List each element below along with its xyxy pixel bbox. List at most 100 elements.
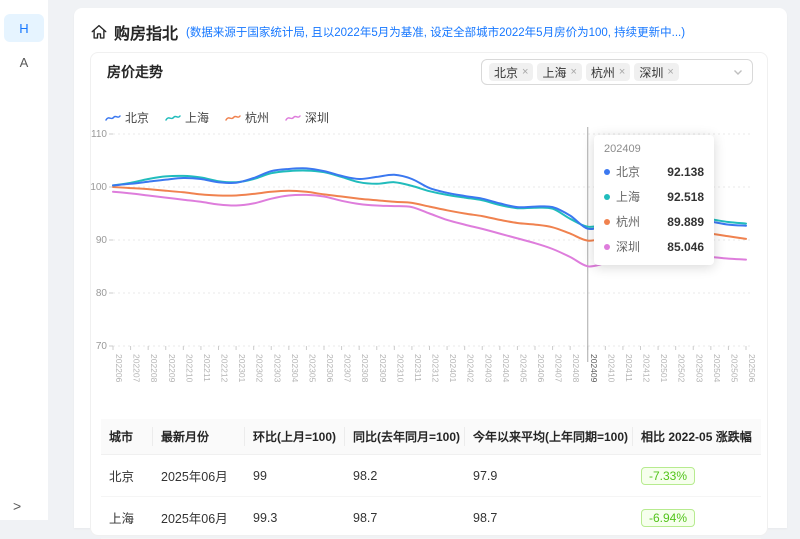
x-axis-label: 202208 — [149, 354, 159, 383]
tag-close-icon[interactable]: × — [522, 65, 529, 78]
x-axis-label: 202211 — [202, 354, 212, 382]
x-axis-label: 202305 — [307, 354, 317, 383]
legend-item-shanghai[interactable]: 上海 — [165, 109, 209, 126]
x-axis-label: 202402 — [466, 354, 476, 383]
x-axis-label: 202501 — [659, 354, 669, 383]
y-axis-label: 100 — [91, 182, 107, 193]
x-axis-label: 202403 — [483, 354, 493, 383]
main-content: 购房指北 (数据来源于国家统计局, 且以2022年5月为基准, 设定全部城市20… — [74, 8, 787, 539]
table-column-header: 今年以来平均(上年同期=100) — [465, 419, 633, 455]
panel-title: 房价走势 — [107, 64, 163, 80]
x-axis-label: 202306 — [325, 354, 335, 383]
legend-line-icon — [105, 114, 121, 121]
home-icon — [91, 24, 107, 39]
legend-label: 深圳 — [305, 111, 330, 125]
legend-label: 北京 — [125, 111, 150, 125]
table-column-header: 最新月份 — [153, 419, 245, 455]
change-cell: -7.33% — [633, 454, 761, 497]
x-axis-label: 202502 — [677, 354, 687, 383]
x-axis-label: 202309 — [378, 354, 388, 383]
line-chart[interactable]: 110 100 90 80 70 202206 202207 202208 202209 2022… — [91, 123, 771, 419]
x-axis-label: 202301 — [237, 354, 247, 383]
tooltip-month: 202409 — [604, 143, 641, 155]
chevron-down-icon — [732, 66, 744, 78]
select-tag-shanghai: 上海 × — [537, 63, 582, 81]
x-axis-label: 202409 — [589, 354, 599, 383]
month-cell: 2025年06月 — [153, 496, 245, 539]
tag-close-icon[interactable]: × — [618, 65, 626, 78]
tooltip-row-shanghai: 上海 92.518 — [604, 188, 704, 205]
sidebar-item-about[interactable]: A — [19, 54, 29, 70]
legend-line-icon — [285, 114, 301, 121]
x-axis-label: 202312 — [431, 354, 441, 383]
x-axis-label: 202307 — [343, 354, 353, 383]
chart-tooltip: 202409 北京 92.138 上海 92.518 杭州 89.889 深圳 85.046 — [594, 135, 714, 265]
x-axis-label: 202505 — [729, 354, 739, 383]
tooltip-row-hangzhou: 杭州 89.889 — [604, 213, 704, 230]
legend-item-hangzhou[interactable]: 杭州 — [225, 109, 269, 126]
city-stats-table: 城市 最新月份 环比(上月=100) 同比(去年同月=100) 今年以来平均(上年同期=… — [101, 419, 761, 539]
tooltip-city-name: 北京 — [616, 165, 641, 179]
x-axis-label: 202408 — [571, 354, 581, 383]
ytd-avg-cell: 98.7 — [465, 496, 633, 539]
mom-cell: 99.3 — [245, 496, 345, 539]
legend-label: 上海 — [185, 111, 210, 125]
legend-label: 杭州 — [245, 111, 270, 125]
city-multiselect[interactable]: 北京 × 上海 × 杭州 × 深圳 × — [481, 59, 753, 85]
change-badge: -7.33% — [641, 466, 696, 485]
chart-legend: 北京 上海 杭州 深圳 — [105, 109, 329, 126]
x-axis-label: 202412 — [642, 354, 652, 383]
tag-label: 北京 — [494, 65, 519, 80]
y-axis-label: 70 — [96, 341, 108, 352]
x-axis-label: 202209 — [167, 354, 177, 383]
table-row[interactable]: 北京 2025年06月 99 98.2 97.9 -7.33% — [101, 454, 761, 497]
table-header-row: 城市 最新月份 环比(上月=100) 同比(去年同月=100) 今年以来平均(上年同期=… — [101, 419, 761, 455]
page-title: 购房指北 — [114, 26, 179, 43]
x-axis-label: 202303 — [272, 354, 282, 383]
x-axis-label: 202401 — [448, 354, 458, 383]
tooltip-row-beijing: 北京 92.138 — [604, 163, 704, 180]
price-trend-panel: 房价走势 北京 × 上海 × 杭州 × 深圳 × 北京 上海 杭州 深圳 110 100 90 80 70 2… — [90, 52, 771, 539]
panel-header: 房价走势 北京 × 上海 × 杭州 × 深圳 × — [91, 53, 767, 85]
table-body: 北京 2025年06月 99 98.2 97.9 -7.33% 上海 2025年06月 99.3… — [101, 454, 761, 539]
x-axis-label: 202310 — [395, 354, 405, 383]
sidebar-item-home[interactable]: H — [4, 14, 44, 42]
legend-line-icon — [165, 114, 181, 121]
sidebar-collapse-button[interactable]: > — [13, 498, 22, 514]
x-axis-label: 202304 — [290, 354, 300, 383]
series-dot-icon — [604, 243, 610, 250]
x-axis-label: 202210 — [184, 354, 194, 383]
series-dot-icon — [604, 218, 610, 225]
yoy-cell: 98.2 — [345, 454, 465, 497]
legend-item-shenzhen[interactable]: 深圳 — [285, 109, 329, 126]
selected-tags: 北京 × 上海 × 杭州 × 深圳 × — [485, 63, 679, 81]
ytd-avg-cell: 97.9 — [465, 454, 633, 497]
tooltip-row-shenzhen: 深圳 85.046 — [604, 238, 704, 255]
tooltip-city-value: 92.518 — [667, 189, 704, 204]
tooltip-rows: 北京 92.138 上海 92.518 杭州 89.889 深圳 85.046 — [604, 163, 704, 255]
tag-close-icon[interactable]: × — [667, 65, 674, 78]
city-cell: 北京 — [101, 454, 153, 497]
page-subtitle: (数据来源于国家统计局, 且以2022年5月为基准, 设定全部城市2022年5月… — [186, 27, 686, 39]
app-header: 购房指北 (数据来源于国家统计局, 且以2022年5月为基准, 设定全部城市20… — [74, 8, 787, 52]
select-tag-shenzhen: 深圳 × — [634, 63, 679, 81]
tooltip-city-name: 上海 — [616, 190, 641, 204]
x-axis-label: 202410 — [606, 354, 616, 383]
tooltip-city-value: 92.138 — [667, 164, 704, 179]
tag-close-icon[interactable]: × — [570, 65, 577, 78]
series-dot-icon — [604, 168, 610, 175]
tag-label: 上海 — [542, 65, 567, 80]
series-dot-icon — [604, 193, 610, 200]
table-column-header: 环比(上月=100) — [245, 419, 345, 455]
tag-label: 深圳 — [639, 65, 664, 80]
x-axis-label: 202405 — [518, 354, 528, 383]
x-axis-label: 202411 — [624, 354, 634, 382]
table-column-header: 城市 — [101, 419, 153, 455]
x-axis-label: 202302 — [255, 354, 265, 383]
table-row[interactable]: 上海 2025年06月 99.3 98.7 98.7 -6.94% — [101, 496, 761, 539]
x-axis-label: 202207 — [132, 354, 142, 383]
tooltip-city-value: 85.046 — [667, 239, 704, 254]
legend-item-beijing[interactable]: 北京 — [105, 109, 149, 126]
